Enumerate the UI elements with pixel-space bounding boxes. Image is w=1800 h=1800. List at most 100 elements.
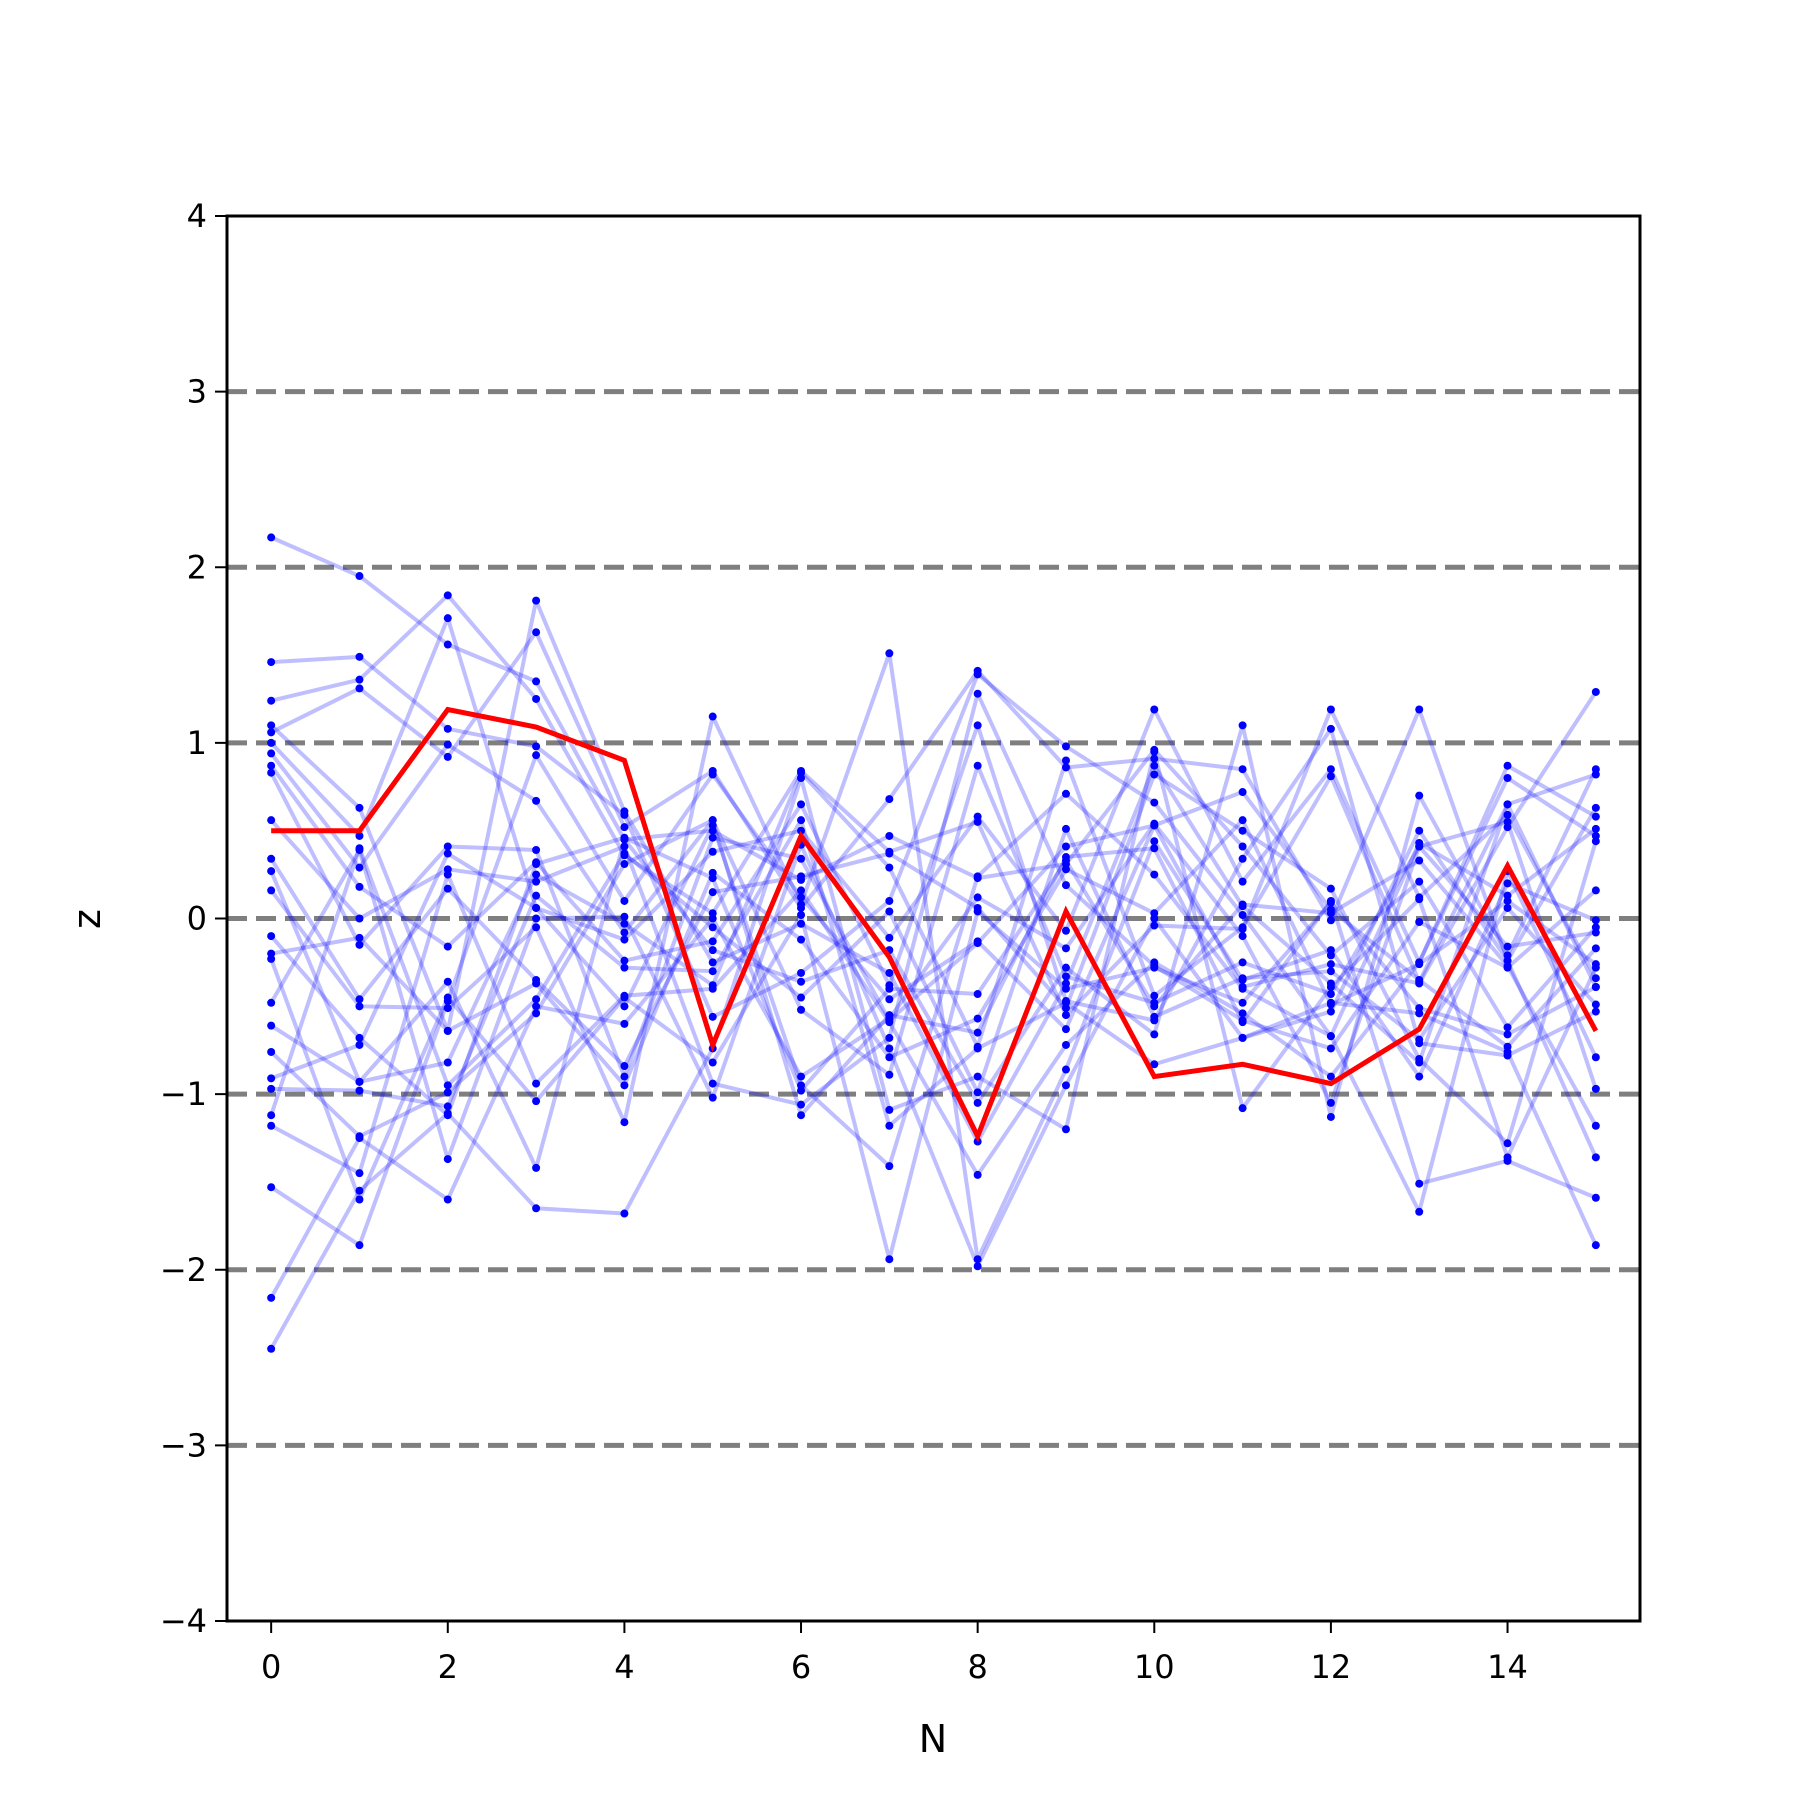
data-point: [708, 770, 717, 779]
data-point: [1415, 895, 1424, 904]
data-point: [443, 997, 452, 1006]
data-point: [1061, 963, 1070, 972]
data-point: [1061, 1011, 1070, 1020]
data-point: [1061, 1125, 1070, 1134]
data-point: [620, 1081, 629, 1090]
data-point: [1326, 982, 1335, 991]
data-point: [1238, 910, 1247, 919]
data-point: [708, 914, 717, 923]
data-point: [1150, 837, 1159, 846]
background-series-line: [270, 791, 1598, 1214]
data-point: [885, 907, 894, 916]
data-point: [1591, 1000, 1600, 1009]
background-series-line: [269, 651, 1597, 1262]
data-point: [1503, 942, 1512, 951]
data-point: [267, 816, 276, 825]
data-point: [1150, 761, 1159, 770]
data-point: [267, 1344, 276, 1353]
data-point: [443, 591, 452, 600]
data-point: [355, 933, 364, 942]
data-point: [1326, 967, 1335, 976]
data-point: [708, 868, 717, 877]
data-point: [532, 694, 541, 703]
background-series-line: [269, 723, 1597, 1058]
data-point: [1415, 1055, 1424, 1063]
data-point: [532, 979, 541, 988]
data-point: [1326, 990, 1335, 999]
data-point: [797, 1100, 806, 1109]
data-point: [355, 652, 364, 661]
data-point: [267, 886, 276, 895]
background-series-line: [270, 723, 1598, 1170]
data-point: [1326, 772, 1335, 781]
data-point: [1150, 870, 1159, 879]
data-point: [1061, 881, 1070, 890]
x-tick-label: 6: [791, 1648, 811, 1686]
y-tick-label: −2: [160, 1251, 207, 1289]
background-series-line: [270, 630, 1598, 963]
data-point: [885, 795, 894, 804]
background-series-line: [269, 828, 1598, 1269]
data-point: [973, 872, 982, 881]
data-point: [267, 533, 276, 542]
data-point: [1238, 1018, 1247, 1027]
data-point: [355, 1195, 364, 1204]
data-point: [797, 854, 806, 863]
data-point: [355, 1134, 364, 1143]
data-point: [1415, 1035, 1424, 1044]
data-point: [532, 860, 541, 869]
data-point: [443, 614, 452, 623]
data-point: [973, 1014, 982, 1023]
data-point: [355, 831, 364, 840]
data-point: [620, 991, 629, 1000]
data-point: [1326, 705, 1335, 714]
data-point: [1326, 1007, 1335, 1016]
data-point: [708, 888, 717, 897]
data-point: [973, 907, 982, 916]
background-series-line: [271, 818, 1598, 1246]
y-axis-ticks: −4 −3 −2 −1 0 1 2 3 4: [160, 197, 227, 1640]
data-point: [973, 666, 982, 675]
data-point: [1150, 1030, 1159, 1039]
data-point: [797, 893, 806, 902]
data-point: [443, 1004, 452, 1013]
data-point: [1326, 960, 1335, 969]
data-point: [1061, 763, 1070, 772]
data-point: [1415, 1179, 1424, 1188]
background-series-line: [269, 826, 1598, 1116]
data-point: [1238, 816, 1247, 825]
background-series-line: [269, 758, 1598, 1084]
data-point: [355, 844, 364, 853]
data-point: [797, 910, 806, 919]
data-point: [1150, 958, 1159, 967]
data-point: [532, 796, 541, 805]
y-tick-label: −4: [160, 1602, 207, 1640]
data-point: [973, 1072, 982, 1081]
data-point: [443, 870, 452, 879]
y-tick-label: 3: [187, 373, 207, 411]
data-point: [355, 863, 364, 872]
data-point: [532, 870, 541, 879]
data-point: [267, 761, 276, 770]
data-point: [797, 935, 806, 944]
data-point: [1503, 879, 1512, 888]
data-point: [620, 935, 629, 944]
data-point: [1503, 761, 1512, 770]
data-point: [1061, 1040, 1070, 1049]
data-point: [443, 942, 452, 951]
data-point: [355, 1186, 364, 1195]
data-point: [1150, 921, 1159, 930]
data-point: [797, 1005, 806, 1014]
x-axis-label: N: [919, 1717, 947, 1761]
data-point: [1238, 900, 1247, 909]
data-point: [1503, 817, 1512, 826]
data-point: [532, 923, 541, 932]
data-point: [355, 1040, 364, 1049]
data-point: [708, 958, 717, 967]
data-point: [267, 658, 276, 667]
data-point: [267, 998, 276, 1007]
data-point: [620, 963, 629, 972]
data-point: [1591, 1193, 1600, 1202]
background-series-line: [269, 772, 1598, 1146]
data-point: [267, 749, 276, 758]
